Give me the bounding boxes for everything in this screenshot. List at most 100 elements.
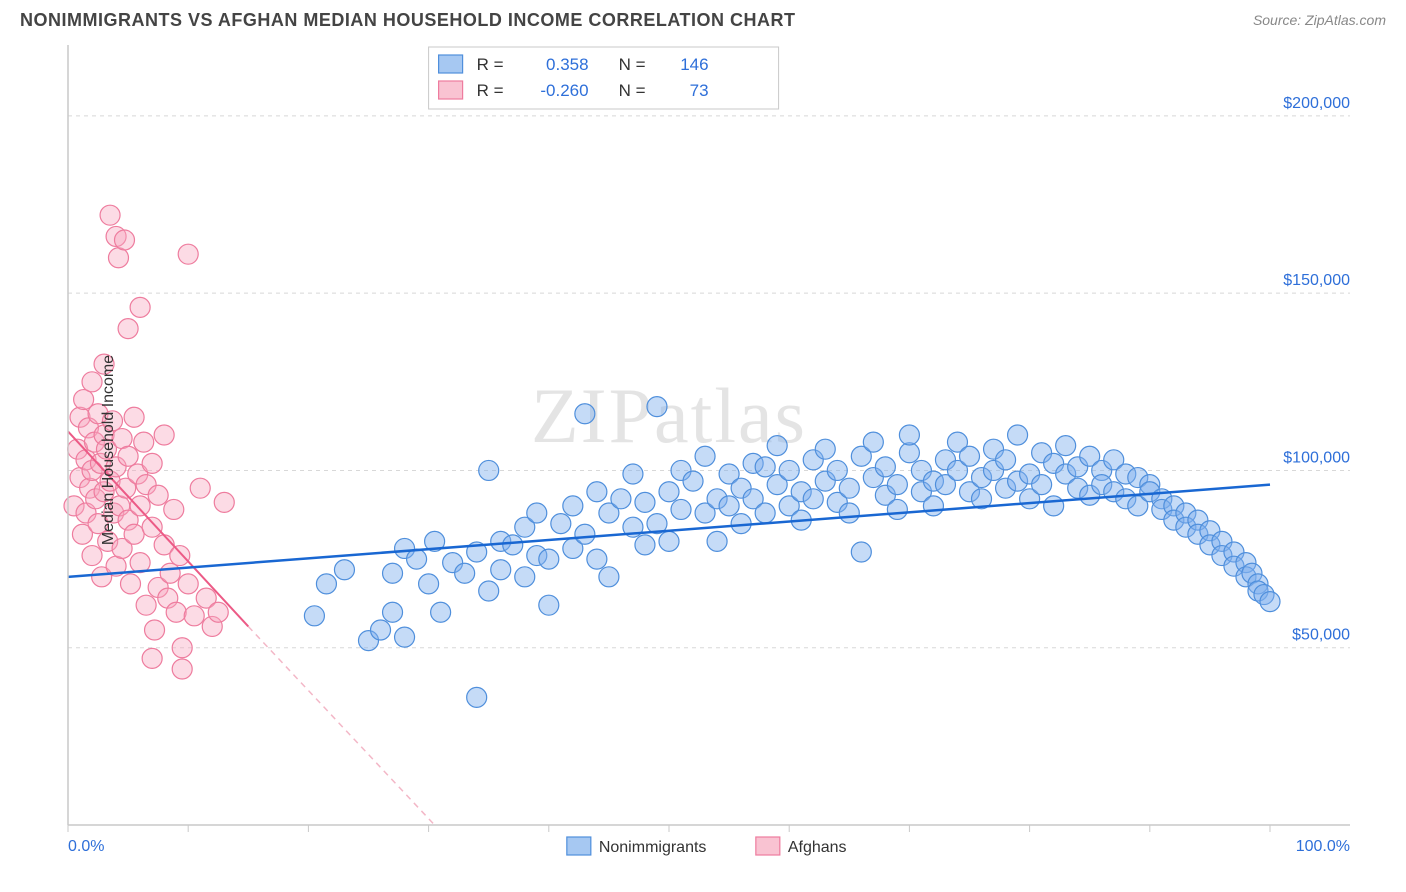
data-point-blue: [659, 482, 679, 502]
data-point-pink: [178, 244, 198, 264]
source-label: Source:: [1253, 12, 1305, 28]
data-point-blue: [887, 499, 907, 519]
data-point-blue: [923, 496, 943, 516]
legend-n-value: 73: [690, 81, 709, 100]
data-point-blue: [671, 499, 691, 519]
data-point-blue: [455, 563, 475, 583]
data-point-pink: [154, 425, 174, 445]
legend-swatch: [756, 837, 780, 855]
data-point-pink: [100, 205, 120, 225]
data-point-blue: [1260, 592, 1280, 612]
data-point-blue: [887, 475, 907, 495]
data-point-blue: [1032, 475, 1052, 495]
source-value: ZipAtlas.com: [1305, 12, 1386, 28]
legend-series-label: Afghans: [788, 839, 847, 856]
data-point-pink: [142, 517, 162, 537]
data-point-blue: [719, 496, 739, 516]
data-point-blue: [316, 574, 336, 594]
data-point-blue: [695, 446, 715, 466]
legend-n-label: N =: [619, 55, 646, 74]
data-point-pink: [118, 446, 138, 466]
x-tick-label: 100.0%: [1296, 838, 1350, 855]
data-point-pink: [118, 319, 138, 339]
data-point-blue: [539, 595, 559, 615]
data-point-blue: [575, 404, 595, 424]
correlation-chart: $50,000$100,000$150,000$200,000ZIPatlas0…: [20, 35, 1386, 865]
legend-swatch: [439, 55, 463, 73]
data-point-blue: [419, 574, 439, 594]
data-point-pink: [170, 546, 190, 566]
data-point-blue: [479, 581, 499, 601]
data-point-pink: [124, 407, 144, 427]
data-point-blue: [467, 687, 487, 707]
data-point-blue: [899, 443, 919, 463]
data-point-pink: [130, 496, 150, 516]
data-point-blue: [527, 503, 547, 523]
data-point-pink: [124, 524, 144, 544]
legend-r-label: R =: [477, 81, 504, 100]
legend-r-label: R =: [477, 55, 504, 74]
legend-swatch: [439, 81, 463, 99]
data-point-blue: [503, 535, 523, 555]
y-tick-label: $150,000: [1283, 272, 1350, 289]
data-point-blue: [1008, 425, 1028, 445]
data-point-blue: [755, 457, 775, 477]
data-point-blue: [960, 446, 980, 466]
data-point-blue: [623, 464, 643, 484]
data-point-blue: [899, 425, 919, 445]
legend-n-value: 146: [680, 55, 708, 74]
data-point-pink: [108, 248, 128, 268]
data-point-blue: [635, 535, 655, 555]
data-point-blue: [395, 627, 415, 647]
data-point-blue: [851, 542, 871, 562]
data-point-blue: [875, 457, 895, 477]
data-point-blue: [383, 563, 403, 583]
data-point-blue: [371, 620, 391, 640]
data-point-blue: [491, 560, 511, 580]
data-point-pink: [172, 659, 192, 679]
data-point-pink: [208, 602, 228, 622]
data-point-pink: [178, 574, 198, 594]
y-tick-label: $200,000: [1283, 95, 1350, 112]
data-point-blue: [839, 478, 859, 498]
chart-title: NONIMMIGRANTS VS AFGHAN MEDIAN HOUSEHOLD…: [20, 10, 795, 31]
data-point-blue: [827, 460, 847, 480]
data-point-blue: [996, 450, 1016, 470]
data-point-pink: [166, 602, 186, 622]
data-point-blue: [635, 492, 655, 512]
data-point-blue: [383, 602, 403, 622]
data-point-blue: [815, 439, 835, 459]
data-point-pink: [142, 453, 162, 473]
y-tick-label: $50,000: [1292, 627, 1350, 644]
data-point-blue: [683, 471, 703, 491]
data-point-pink: [82, 372, 102, 392]
data-point-pink: [136, 595, 156, 615]
data-point-pink: [130, 297, 150, 317]
data-point-pink: [160, 563, 180, 583]
data-point-blue: [779, 460, 799, 480]
data-point-blue: [575, 524, 595, 544]
data-point-pink: [148, 485, 168, 505]
data-point-pink: [121, 574, 141, 594]
legend-r-value: 0.358: [546, 55, 589, 74]
data-point-blue: [407, 549, 427, 569]
data-point-blue: [647, 397, 667, 417]
data-point-blue: [587, 482, 607, 502]
data-point-blue: [431, 602, 451, 622]
data-point-blue: [803, 489, 823, 509]
data-point-blue: [304, 606, 324, 626]
data-point-blue: [515, 567, 535, 587]
data-point-blue: [479, 460, 499, 480]
data-point-blue: [839, 503, 859, 523]
data-point-pink: [164, 499, 184, 519]
data-point-blue: [587, 549, 607, 569]
data-point-blue: [334, 560, 354, 580]
data-point-pink: [214, 492, 234, 512]
legend-series-label: Nonimmigrants: [599, 839, 707, 856]
data-point-blue: [551, 514, 571, 534]
data-point-pink: [142, 648, 162, 668]
data-point-pink: [82, 546, 102, 566]
data-point-blue: [611, 489, 631, 509]
data-point-blue: [755, 503, 775, 523]
legend-swatch: [567, 837, 591, 855]
